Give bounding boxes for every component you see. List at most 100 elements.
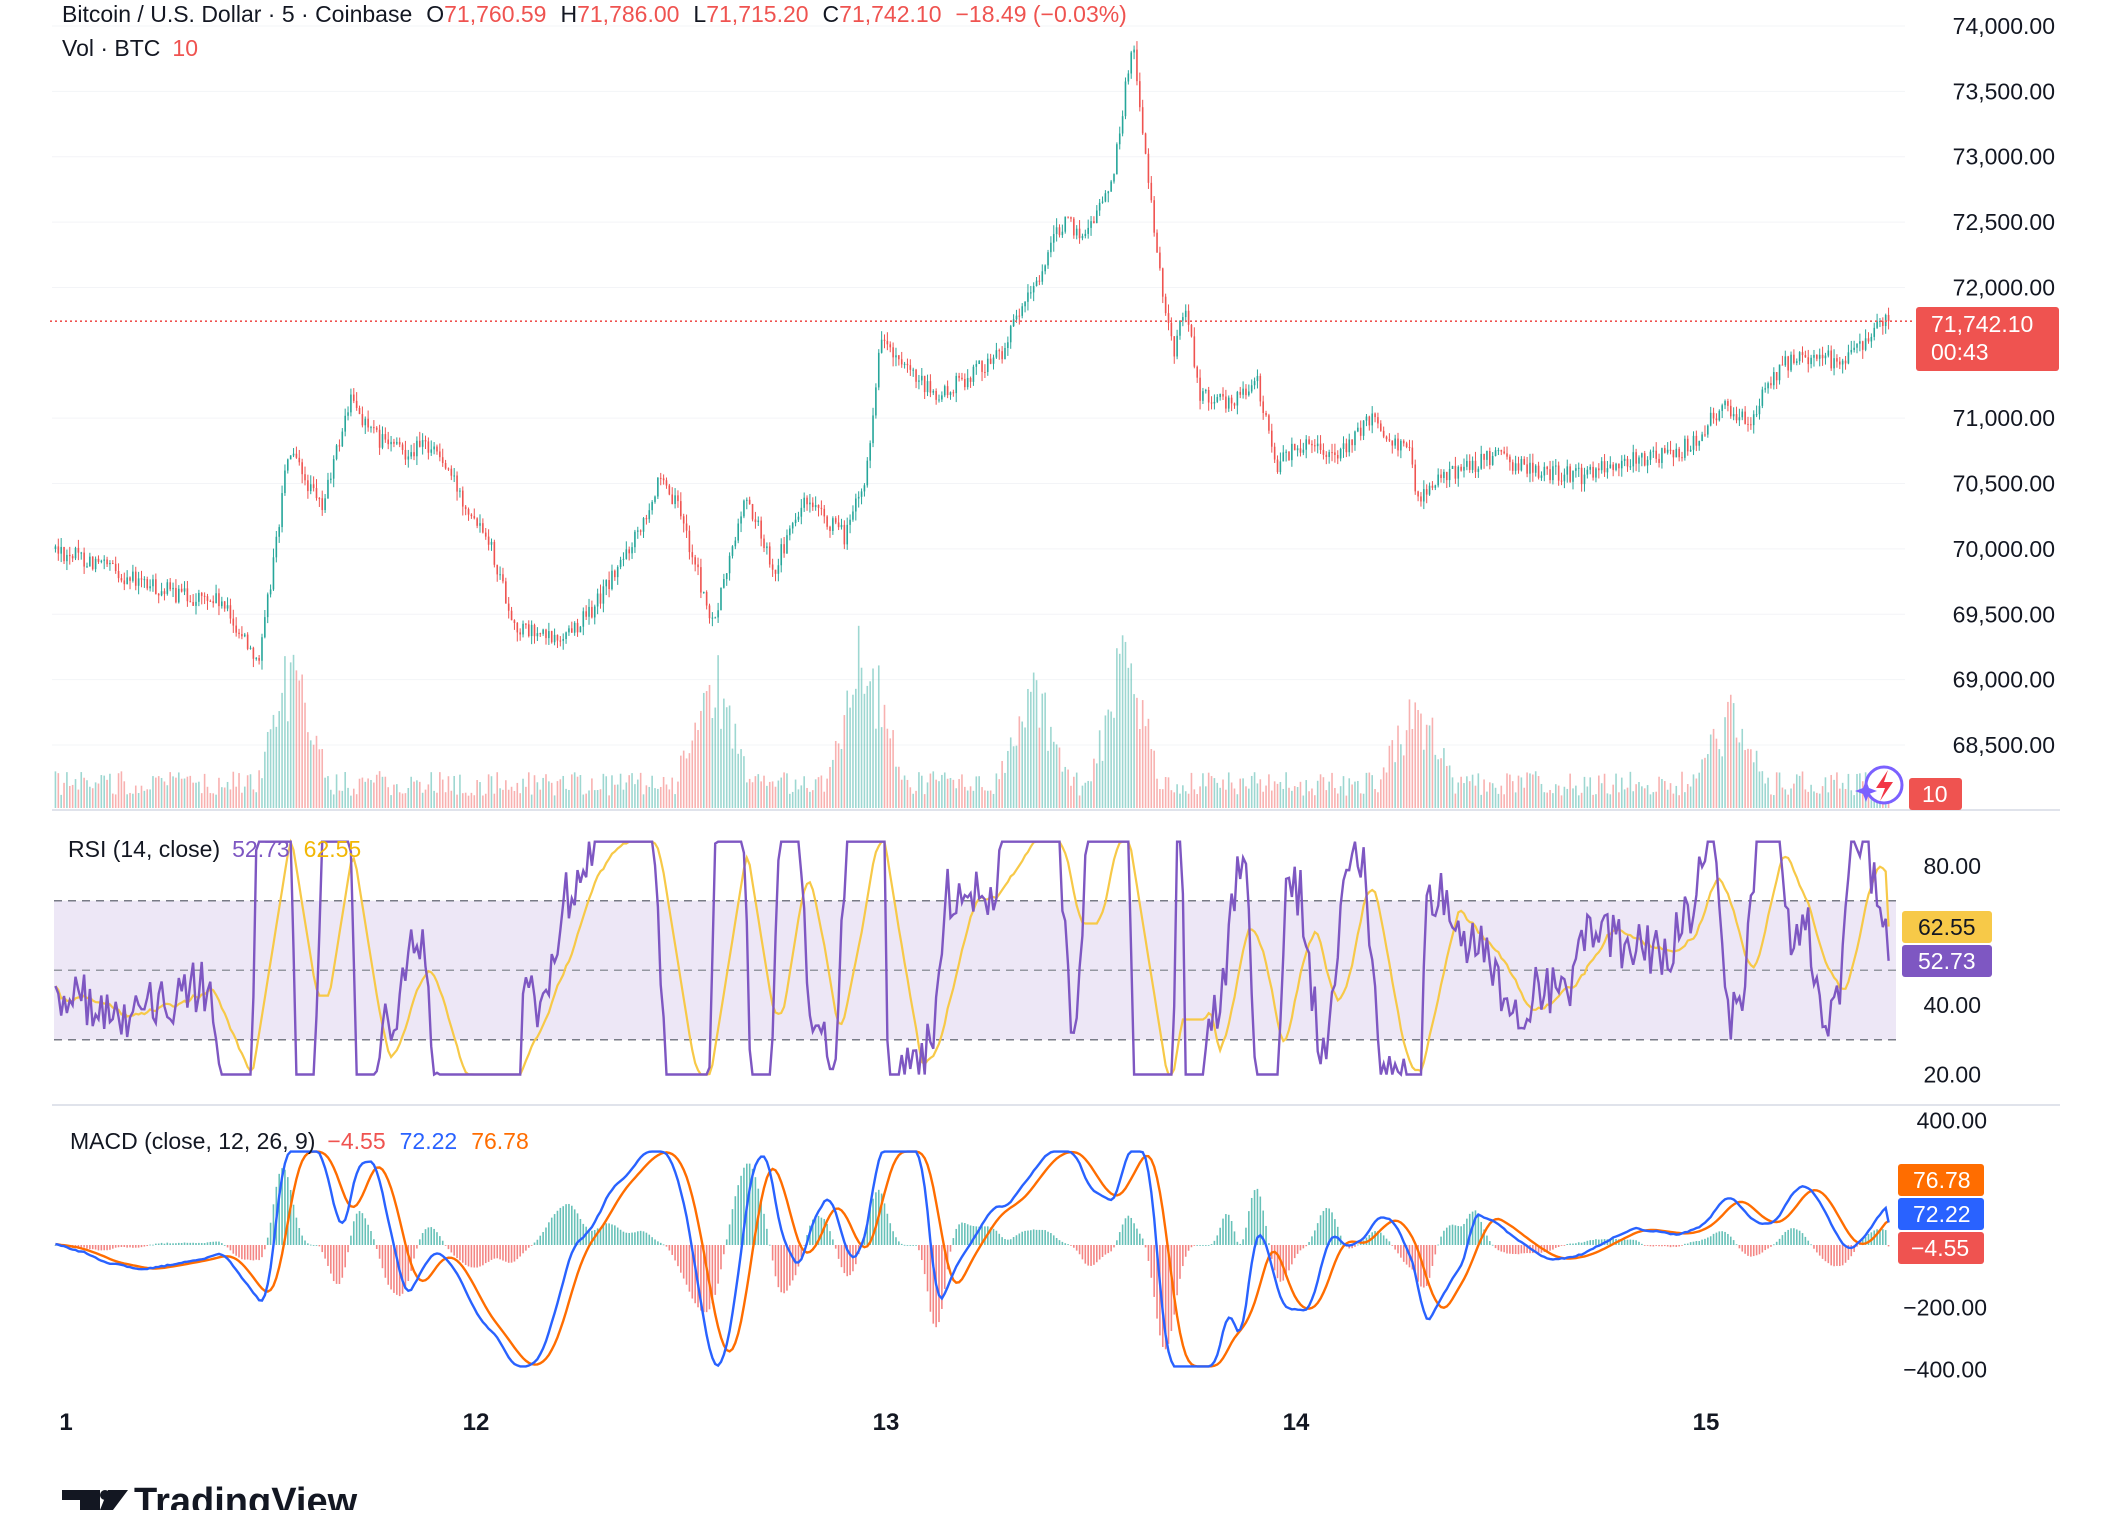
macd-hist-bar — [1552, 1245, 1554, 1250]
macd-axis[interactable]: 400.00−200.00−400.00 — [1903, 1108, 1987, 1383]
rsi-panel[interactable] — [54, 838, 1896, 1077]
macd-hist-bar — [898, 1241, 900, 1245]
candle — [1609, 456, 1612, 469]
candle — [1434, 484, 1437, 491]
macd-hist-bar — [1626, 1239, 1629, 1245]
candle — [1075, 225, 1078, 240]
macd-hist-bar — [631, 1232, 633, 1245]
candle — [1190, 323, 1193, 338]
volume-bar — [476, 780, 478, 808]
candle — [949, 391, 952, 400]
macd-hist-bar — [1827, 1245, 1830, 1264]
volume-bar — [1810, 784, 1812, 808]
time-axis[interactable]: 1 12 13 14 15 — [59, 1409, 1719, 1436]
macd-hist-bar — [103, 1245, 106, 1251]
volume-bar — [892, 730, 894, 808]
macd-hist-bar — [674, 1245, 676, 1261]
candle — [1202, 387, 1204, 404]
macd-hist-bar — [665, 1245, 668, 1247]
macd-hist-bar — [1078, 1245, 1081, 1255]
macd-legend[interactable]: MACD (close, 12, 26, 9) −4.55 72.22 76.78 — [70, 1128, 529, 1154]
volume-bar — [1838, 788, 1841, 808]
candle — [981, 360, 983, 382]
volume-bar — [809, 791, 811, 808]
macd-hist-bar — [915, 1245, 917, 1246]
volume-bar — [964, 786, 966, 808]
volume-bar — [1239, 778, 1242, 808]
volume-bar — [1666, 789, 1669, 808]
volume-bar — [89, 786, 91, 808]
tradingview-logo[interactable]: TradingView — [62, 1481, 358, 1515]
volume-bar — [338, 790, 341, 808]
candle — [605, 579, 608, 596]
volume-legend[interactable]: Vol · BTC 10 — [62, 35, 198, 61]
volume-bar — [393, 784, 395, 808]
volume-bar — [1414, 702, 1417, 808]
macd-hist-bar — [1466, 1218, 1468, 1245]
header-legend[interactable]: Bitcoin / U.S. Dollar · 5 · Coinbase O71,… — [62, 1, 1127, 27]
candle — [817, 504, 820, 517]
macd-hist-bar — [1698, 1241, 1701, 1245]
volume-bar — [1216, 782, 1219, 808]
macd-hist-bar — [700, 1245, 702, 1311]
volume-bar — [1649, 794, 1652, 808]
candle — [1339, 447, 1342, 462]
macd-hist-bar — [507, 1245, 510, 1263]
volume-bar — [1445, 765, 1448, 808]
volume-bar — [1058, 747, 1061, 808]
candle — [203, 592, 206, 605]
volume-bar — [880, 727, 883, 808]
volume-bar — [1322, 777, 1325, 808]
volume-bar — [737, 753, 739, 808]
candle — [855, 493, 857, 521]
macd-hist-bar — [229, 1245, 232, 1251]
candle — [1652, 446, 1655, 458]
volume-bar — [1623, 789, 1626, 808]
replay-lightning-icon[interactable] — [1855, 765, 1904, 805]
candle — [998, 348, 1001, 360]
candle — [889, 341, 892, 353]
candle — [1790, 351, 1792, 373]
candle — [1873, 322, 1876, 341]
volume-bar — [361, 777, 364, 808]
volume-bar — [1517, 775, 1520, 808]
candlesticks[interactable] — [54, 41, 1890, 670]
price-axis[interactable]: 74,000.0073,500.0073,000.0072,500.0072,0… — [1953, 13, 2055, 758]
volume-bar — [1316, 780, 1319, 808]
rsi-legend[interactable]: RSI (14, close) 52.73 62.55 — [68, 836, 361, 862]
candle — [527, 620, 530, 638]
macd-panel[interactable] — [54, 1150, 1890, 1368]
macd-hist-bar — [54, 1245, 57, 1246]
volume-bar — [1182, 785, 1184, 808]
candle — [186, 580, 189, 607]
volume-bar — [1741, 728, 1744, 808]
candle — [335, 443, 338, 461]
volume-bar — [212, 793, 215, 808]
candle — [439, 443, 441, 462]
change-value: −18.49 (−0.03%) — [956, 1, 1127, 27]
candle — [723, 573, 725, 589]
rsi-legend-value: 52.73 — [232, 836, 290, 862]
macd-hist-bar — [1549, 1245, 1551, 1251]
candle — [1118, 126, 1121, 150]
volume-bar — [1468, 781, 1471, 808]
macd-hist-bar — [892, 1231, 894, 1245]
volume-bar — [918, 772, 920, 808]
candle — [1379, 420, 1382, 432]
macd-hist-bar — [926, 1245, 929, 1292]
candle — [1359, 420, 1362, 441]
volume-bar — [430, 772, 433, 808]
candle — [243, 632, 246, 638]
volume-bar — [631, 773, 633, 808]
candle — [490, 538, 493, 551]
macd-hist-bar — [292, 1204, 295, 1245]
candle — [961, 372, 963, 381]
macd-hist-bar — [198, 1242, 200, 1245]
macd-hist-bar — [304, 1240, 306, 1245]
candle — [1641, 452, 1643, 467]
volume-bar — [978, 776, 980, 808]
candle — [441, 448, 444, 467]
volume-bar — [427, 784, 430, 808]
